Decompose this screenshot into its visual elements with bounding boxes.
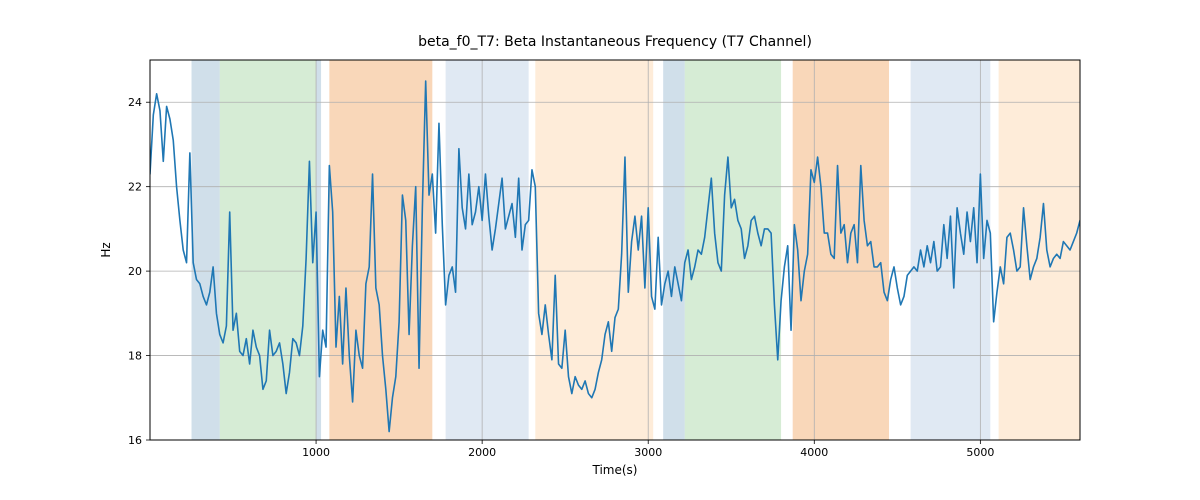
- y-axis-label: Hz: [99, 242, 113, 257]
- x-tick-label: 3000: [634, 446, 662, 459]
- x-axis-label: Time(s): [592, 463, 638, 477]
- chart-title: beta_f0_T7: Beta Instantaneous Frequency…: [418, 34, 812, 50]
- x-tick-label: 2000: [468, 446, 496, 459]
- shaded-band: [220, 60, 316, 440]
- chart-container: 1000 2000 3000 4000 5000 16 18 20 22 24 Time(s) Hz b…: [0, 0, 1200, 500]
- y-tick-label: 16: [128, 434, 142, 447]
- y-tick-label: 22: [128, 181, 142, 194]
- line-chart: 1000 2000 3000 4000 5000 16 18 20 22 24 Time(s) Hz b…: [0, 0, 1200, 500]
- shaded-band: [685, 60, 781, 440]
- x-tick-label: 5000: [966, 446, 994, 459]
- shaded-band: [999, 60, 1080, 440]
- x-tick-label: 1000: [302, 446, 330, 459]
- shaded-band: [663, 60, 685, 440]
- y-tick-label: 18: [128, 350, 142, 363]
- shaded-band: [535, 60, 653, 440]
- y-tick-label: 24: [128, 96, 142, 109]
- shaded-band: [446, 60, 529, 440]
- shaded-band: [911, 60, 991, 440]
- y-tick-label: 20: [128, 265, 142, 278]
- x-tick-label: 4000: [800, 446, 828, 459]
- shaded-band: [192, 60, 220, 440]
